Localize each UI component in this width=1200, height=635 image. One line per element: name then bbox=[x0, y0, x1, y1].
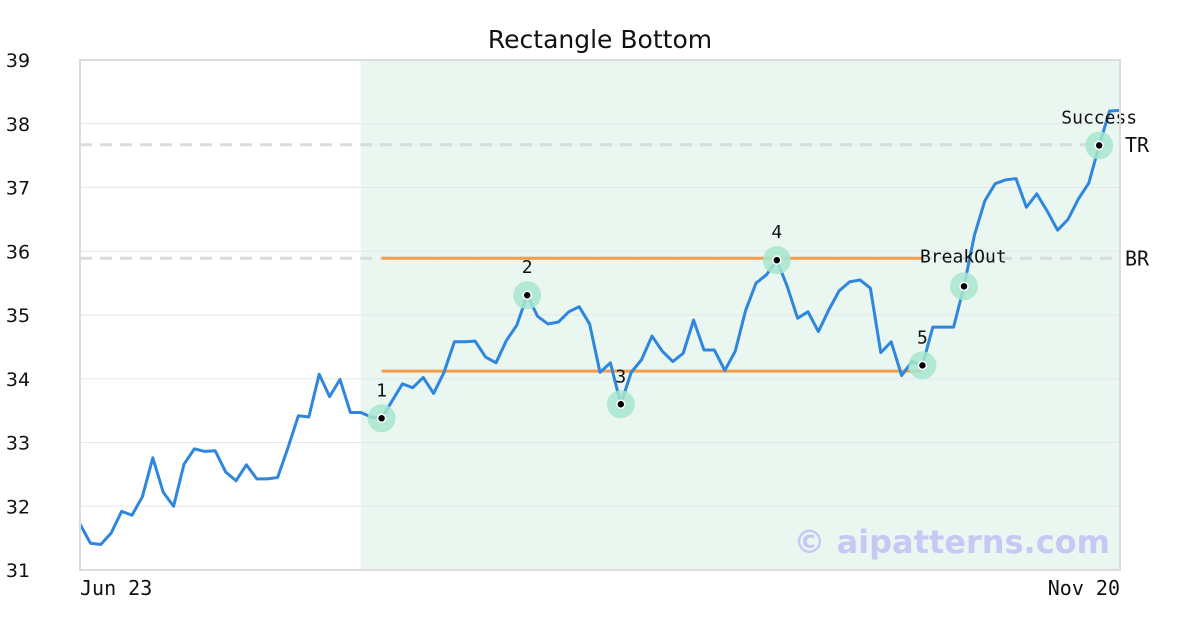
point-label: 5 bbox=[917, 327, 928, 348]
y-tick-label: 39 bbox=[6, 50, 30, 72]
y-tick-label: 31 bbox=[6, 560, 30, 582]
point-label: BreakOut bbox=[920, 246, 1007, 267]
point-label: 3 bbox=[615, 366, 626, 387]
x-tick-label: Nov 20 bbox=[1048, 576, 1120, 600]
y-tick-label: 37 bbox=[6, 178, 30, 200]
point-marker bbox=[522, 290, 532, 300]
level-lines bbox=[381, 256, 923, 373]
y-axis-ticks: 31 32 33 34 35 36 37 38 39 bbox=[6, 50, 30, 582]
point-marker bbox=[772, 255, 782, 265]
price-line bbox=[78, 108, 1121, 546]
pattern-points: 1 2 3 4 5 BreakOut Success bbox=[367, 107, 1137, 433]
point-marker bbox=[616, 399, 626, 409]
ref-line-label: BR bbox=[1125, 246, 1150, 270]
plot-frame bbox=[79, 59, 1121, 571]
y-tick-label: 34 bbox=[6, 369, 30, 391]
point-label: 4 bbox=[771, 222, 782, 243]
chart-title: Rectangle Bottom bbox=[488, 25, 712, 54]
point-marker bbox=[917, 360, 928, 371]
ref-line-label: TR bbox=[1125, 133, 1150, 157]
point-marker bbox=[1094, 140, 1104, 151]
x-tick-label: Jun 23 bbox=[80, 576, 152, 600]
y-tick-label: 33 bbox=[6, 433, 30, 455]
watermark: © aipatterns.com bbox=[793, 523, 1110, 561]
x-axis-ticks: Jun 23 Nov 20 bbox=[80, 576, 1120, 600]
y-tick-label: 32 bbox=[6, 496, 30, 518]
point-label: 1 bbox=[376, 380, 387, 401]
point-label: Success bbox=[1061, 107, 1137, 128]
y-tick-label: 35 bbox=[6, 305, 30, 327]
point-marker bbox=[376, 413, 387, 424]
y-tick-label: 38 bbox=[6, 114, 30, 136]
point-label: 2 bbox=[522, 257, 533, 278]
point-marker bbox=[959, 281, 969, 292]
y-tick-label: 36 bbox=[6, 241, 30, 263]
